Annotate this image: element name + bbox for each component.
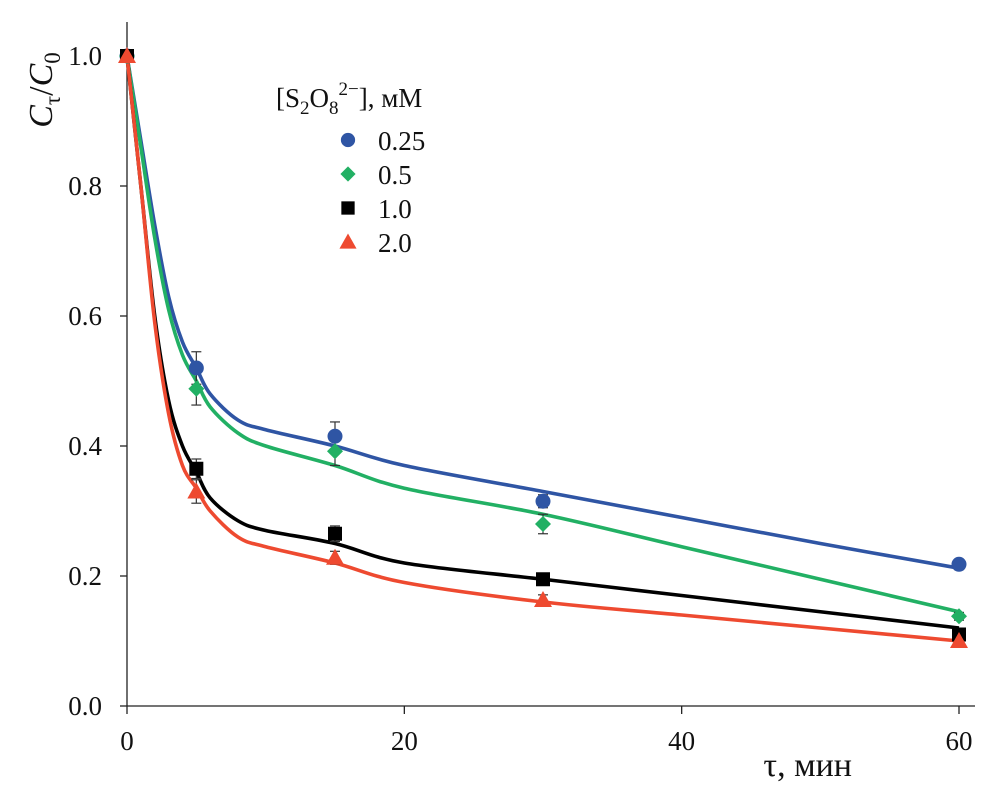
data-point-2-0 — [534, 591, 552, 608]
data-point-0-25 — [327, 428, 343, 444]
data-point-1-0 — [536, 572, 550, 587]
y-tick-label: 0.4 — [68, 431, 102, 461]
data-point-0-5 — [188, 380, 205, 397]
y-axis-title: Cτ/C0 — [23, 52, 65, 128]
markers-layer — [118, 47, 968, 648]
y-tick-label: 0.6 — [68, 301, 102, 331]
legend: 0.25 0.5 1.0 2.0 — [339, 126, 425, 258]
data-point-1-0 — [328, 526, 342, 541]
y-tick-label: 0.2 — [68, 561, 102, 591]
data-point-2-0 — [326, 548, 344, 565]
legend-marker-0-5 — [340, 166, 356, 182]
legend-title: [S2O82−], мМ — [276, 79, 422, 119]
data-point-2-0 — [118, 47, 136, 63]
x-tick-label: 20 — [391, 726, 418, 756]
y-tick-label: 0.0 — [68, 691, 102, 721]
data-point-2-0 — [950, 632, 968, 648]
fit-curves-layer — [125, 55, 960, 643]
legend-label: 0.5 — [378, 160, 412, 190]
x-tick-label: 40 — [668, 726, 695, 756]
data-point-0-25 — [188, 360, 204, 376]
legend-marker-1-0 — [341, 201, 355, 215]
fit-curve-0-25 — [125, 55, 960, 570]
data-point-0-5 — [951, 608, 967, 625]
fit-curve-0-5 — [125, 55, 960, 614]
x-axis-title: τ, мин — [763, 747, 852, 784]
data-point-1-0 — [189, 461, 204, 476]
axes-layer: 0.0 0.2 0.4 0.6 0.8 1.0 0 20 40 60 — [68, 22, 975, 756]
legend-label: 1.0 — [378, 194, 412, 224]
y-tick-label: 0.8 — [68, 171, 102, 201]
data-point-0-25 — [951, 556, 967, 572]
fit-curve-2-0 — [125, 55, 960, 643]
data-point-0-25 — [535, 493, 551, 509]
data-point-0-5 — [327, 443, 343, 460]
data-point-2-0 — [187, 482, 206, 499]
y-tick-label: 1.0 — [68, 41, 102, 71]
data-point-0-5 — [535, 516, 551, 532]
legend-marker-2-0 — [339, 233, 357, 249]
legend-marker-0-25 — [340, 132, 356, 148]
legend-label: 2.0 — [378, 228, 412, 258]
x-tick-label: 60 — [946, 726, 973, 756]
legend-label: 0.25 — [378, 126, 425, 156]
x-tick-label: 0 — [120, 726, 134, 756]
